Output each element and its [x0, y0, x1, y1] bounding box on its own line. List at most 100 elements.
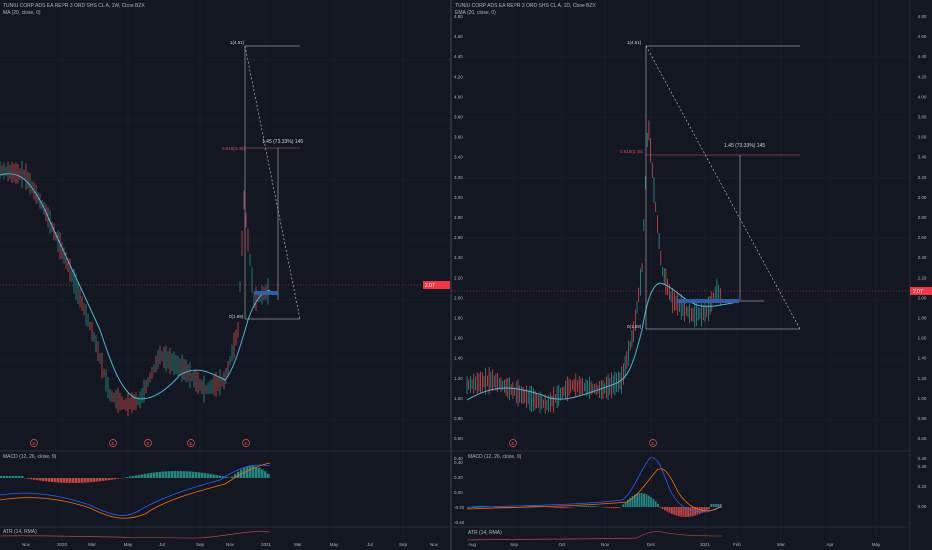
right-left-price-axis[interactable]: 4.80 4.60 4.40 4.20 4.00 3.80 3.60 3.40 3.20 3.00… [454, 14, 465, 525]
left-macd-bar [195, 472, 198, 478]
right-time-label: 2021 [700, 542, 711, 547]
left-symbol-title[interactable]: TUNIU CORP ADS EA REPR 3 ORD SHS CL A, 1… [3, 3, 145, 9]
right-macd-bar [654, 501, 657, 507]
right-outer-price-label: 2.60 [918, 235, 927, 240]
left-macd-bar [165, 471, 168, 478]
earnings-marker-icon[interactable] [242, 439, 250, 447]
right-macd-bar [582, 505, 585, 507]
right-macd-bar [613, 507, 615, 509]
left-macd-bar [75, 478, 78, 483]
right-macd-bar [529, 505, 532, 507]
right-outer-price-label: 0.80 [918, 416, 927, 421]
right-macd-bar [703, 507, 706, 512]
left-time-label: May [124, 542, 133, 547]
left-atr-legend[interactable]: ATR (14, RMA) [3, 529, 37, 535]
pane-divider[interactable] [450, 0, 452, 550]
left-macd-bar [126, 477, 129, 478]
right-fib-trend-line[interactable] [645, 45, 801, 330]
left-macd-bar [93, 478, 96, 482]
left-macd-bar [141, 474, 144, 478]
left-macd-bar [237, 471, 240, 478]
right-macd-bar [617, 507, 620, 509]
earnings-marker-icon[interactable] [509, 439, 517, 447]
left-macd-bar [147, 473, 150, 478]
left-atr-line [0, 531, 271, 539]
left-position-box[interactable] [254, 291, 278, 295]
right-outer-price-label: 3.00 [918, 195, 927, 200]
left-macd-bar [9, 476, 12, 478]
left-time-label: Jul [159, 542, 165, 547]
right-time-label: May [872, 542, 881, 547]
right-macd-bar [578, 506, 581, 507]
right-earnings-markers[interactable]: E E [509, 439, 657, 447]
right-macd-bar [587, 505, 590, 507]
right-atr-line [466, 531, 723, 541]
earnings-marker-label: E [112, 441, 115, 446]
right-position-box[interactable] [677, 299, 739, 303]
right-macd-bar [557, 507, 560, 509]
left-macd-bar [189, 471, 192, 478]
right-macd-bar [719, 504, 722, 507]
left-macd-bar [225, 476, 228, 478]
right-price-axis[interactable]: 4.80 4.60 4.40 4.20 4.00 3.80 3.60 3.40 3.20 3.00… [918, 14, 927, 509]
right-macd-bar [527, 506, 530, 507]
left-earnings-markers[interactable]: E E E E E [30, 439, 250, 447]
earnings-marker-icon[interactable] [109, 439, 117, 447]
right-outer-price-label: 3.60 [918, 135, 927, 140]
right-macd-bar [687, 507, 690, 517]
right-inner-price-label: 0.60 [454, 436, 463, 441]
left-macd-bar [186, 471, 189, 478]
right-macd-bar [657, 503, 659, 507]
right-chart-canvas[interactable]: 4.80 4.60 4.40 4.20 4.00 3.80 3.60 3.40 3.20 3.00… [452, 0, 932, 550]
left-chart-pane[interactable]: TUNIU CORP ADS EA REPR 3 ORD SHS CL A, 1… [0, 0, 450, 550]
right-time-axis[interactable]: Aug Sep Oct Nov Dec 2021 Feb Mar Apr May [468, 542, 881, 547]
right-macd-bar [668, 507, 671, 513]
left-ma-legend[interactable]: MA (20, close, 0) [3, 10, 41, 16]
earnings-marker-icon[interactable] [144, 439, 152, 447]
left-fib-trend-line[interactable] [244, 45, 301, 320]
earnings-marker-label: E [512, 441, 515, 446]
right-time-label: Dec [647, 542, 656, 547]
left-time-label: Sep [399, 542, 408, 547]
right-ema-line [466, 282, 738, 401]
right-chart-pane[interactable]: TUNIU CORP ADS EA REPR 3 ORD SHS CL A, 1… [452, 0, 932, 550]
left-macd-bar [42, 478, 45, 481]
left-macd-bar [192, 471, 195, 478]
left-chart-canvas[interactable]: 1(4.51) 0.618(3.45) 0(1.69) 1.45 (73.33%… [0, 0, 450, 550]
right-macd-bar [705, 507, 708, 511]
right-inner-macd-price-label: 0.20 [454, 475, 463, 480]
right-outer-price-label: 2.20 [918, 275, 927, 280]
right-atr-legend[interactable]: ATR (14, RMA) [468, 530, 502, 536]
left-macd-bar [3, 476, 6, 478]
left-time-label: Nov [430, 542, 439, 547]
left-macd-bar [264, 471, 267, 478]
left-macd-bar [39, 478, 42, 481]
right-outer-price-label: 2.40 [918, 255, 927, 260]
right-price-badge-text: 2.07 [913, 289, 923, 295]
earnings-marker-icon[interactable] [649, 439, 657, 447]
right-macd-bar [698, 507, 701, 514]
earnings-marker-icon[interactable] [187, 439, 195, 447]
left-macd-bar [174, 471, 177, 478]
left-time-axis[interactable]: Nov 2020 Mar May Jul Sep Nov 2021 Mar May Jul Sep No… [22, 542, 439, 547]
right-macd-bar [689, 507, 692, 517]
right-macd-bar [552, 507, 555, 508]
left-macd-bar [78, 478, 81, 483]
right-outer-price-label: 4.80 [918, 14, 927, 19]
right-symbol-title[interactable]: TUNIU CORP ADS EA REPR 3 ORD SHS CL A, 1… [455, 3, 596, 9]
left-macd-bar [180, 471, 183, 478]
right-macd-bar [629, 497, 632, 507]
right-macd-legend[interactable]: MACD (12, 26, close, 9) [468, 454, 522, 460]
right-outer-price-label: 1.40 [918, 356, 927, 361]
left-macd-bar [21, 476, 24, 478]
earnings-marker-label: E [245, 441, 248, 446]
left-macd-bar [258, 467, 261, 478]
right-outer-price-label: 1.60 [918, 336, 927, 341]
earnings-marker-icon[interactable] [30, 439, 38, 447]
right-macd-bar [594, 506, 597, 507]
left-macd-legend[interactable]: MACD (12, 26, close, 9) [3, 454, 57, 460]
right-outer-price-label: 2.80 [918, 215, 927, 220]
left-macd-bar [27, 478, 30, 479]
left-macd-bar [201, 472, 204, 478]
right-ema-legend[interactable]: EMA (20, close, 0) [455, 10, 496, 16]
